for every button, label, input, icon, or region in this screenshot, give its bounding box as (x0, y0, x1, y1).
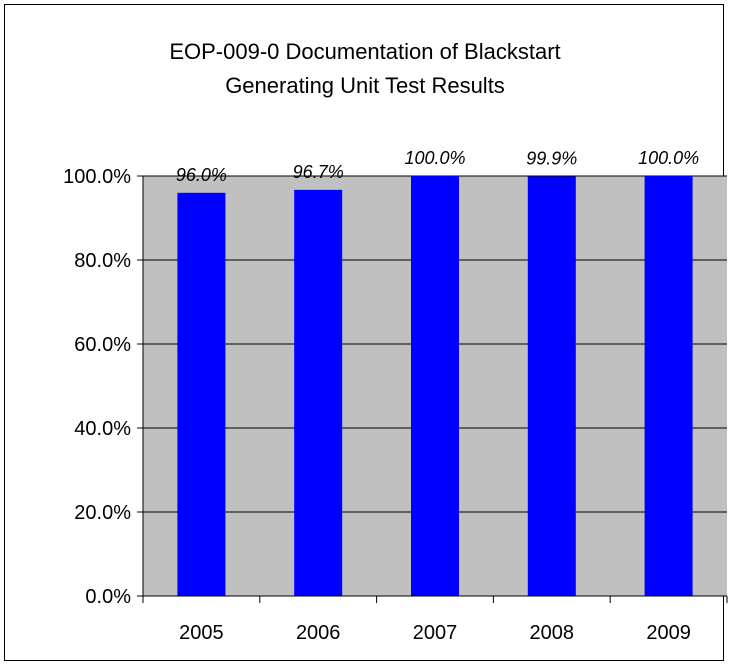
data-label: 96.0% (176, 165, 227, 185)
data-label: 96.7% (293, 162, 344, 182)
y-tick-label: 40.0% (74, 418, 131, 440)
bar (294, 189, 343, 597)
x-tick-label: 2006 (296, 622, 341, 644)
data-label: 99.9% (526, 148, 577, 168)
y-tick-label: 20.0% (74, 502, 131, 524)
x-tick-label: 2005 (179, 622, 224, 644)
y-tick-label: 80.0% (74, 250, 131, 272)
bar (411, 176, 459, 596)
chart-title: EOP-009-0 Documentation of Blackstart Ge… (5, 35, 725, 103)
data-label: 100.0% (638, 148, 699, 168)
bar (527, 176, 576, 597)
x-tick-label: 2007 (413, 622, 458, 644)
data-label: 100.0% (404, 148, 465, 168)
chart-title-line-1: EOP-009-0 Documentation of Blackstart (169, 39, 561, 64)
bar (177, 192, 226, 597)
x-tick-label: 2009 (646, 622, 691, 644)
y-tick-label: 0.0% (85, 586, 131, 608)
x-tick-label: 2008 (530, 622, 575, 644)
bar (644, 176, 693, 596)
y-tick-label: 100.0% (63, 166, 131, 188)
chart-title-line-2: Generating Unit Test Results (225, 73, 505, 98)
y-tick-label: 60.0% (74, 334, 131, 356)
